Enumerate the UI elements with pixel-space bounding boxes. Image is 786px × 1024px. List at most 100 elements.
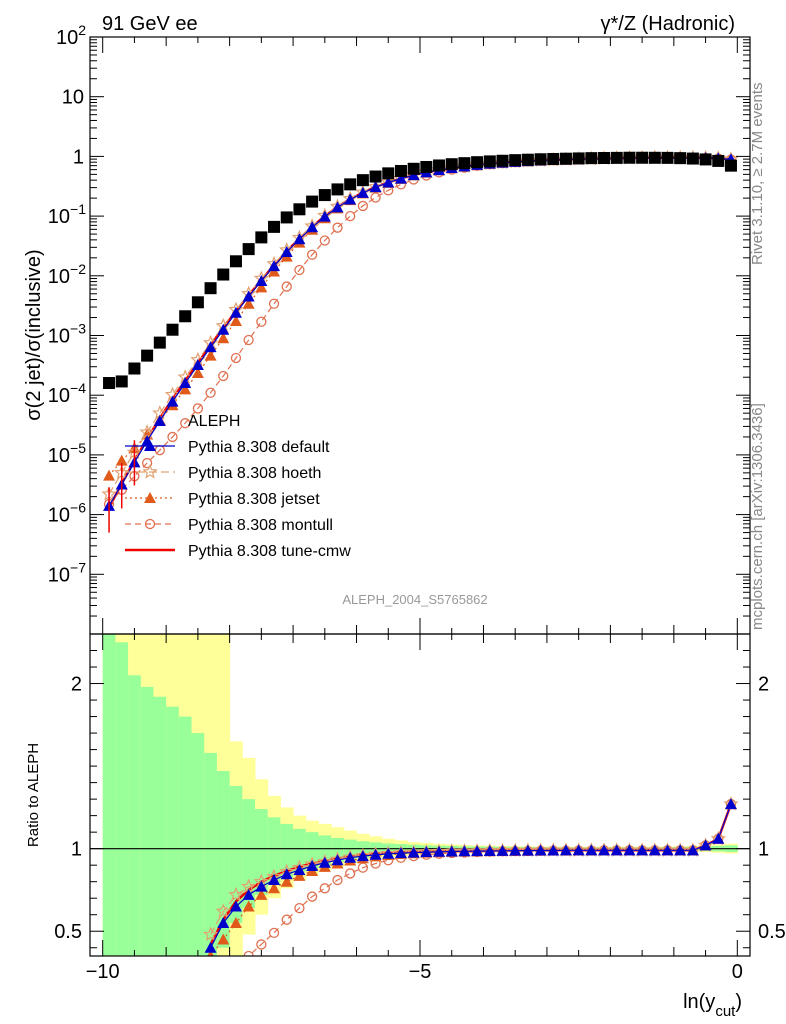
band-inner-bin: [115, 642, 129, 956]
ratio-y-axis-label: Ratio to ALEPH: [25, 743, 42, 847]
main-point-aleph: [141, 349, 154, 362]
ratio-point: [345, 868, 356, 879]
ratio-point: [281, 914, 292, 925]
main-point-aleph: [686, 152, 699, 165]
band-inner-bin: [178, 716, 193, 956]
ratio-point: [369, 848, 382, 860]
ratio-point: [242, 900, 255, 912]
main-point: [179, 383, 192, 395]
main-point-aleph: [153, 336, 166, 349]
band-inner-bin: [128, 675, 142, 956]
ratio-point: [202, 926, 219, 942]
main-point-aleph: [115, 375, 128, 388]
main-point-aleph: [318, 189, 331, 202]
ratio-point: [215, 903, 231, 918]
main-point: [204, 349, 217, 361]
main-point-aleph: [471, 156, 484, 169]
ratio-point: [229, 900, 242, 912]
main-point-aleph: [648, 151, 661, 164]
ratio-point: [280, 875, 293, 887]
main-point-aleph: [268, 220, 281, 233]
x-axis-label: ln(ycut): [683, 991, 742, 1020]
band-inner-bin: [166, 706, 180, 956]
ratio-point: [534, 844, 547, 856]
band-inner-bin: [305, 832, 319, 869]
ratio-point: [243, 950, 254, 956]
main-point: [217, 323, 230, 335]
main-point: [369, 181, 382, 193]
main-point: [166, 395, 179, 407]
main-point: [192, 403, 204, 414]
analysis-id-label: ALEPH_2004_S5765862: [342, 592, 487, 607]
band-inner-bin: [293, 828, 307, 872]
ratio-point: [268, 927, 280, 939]
ratio-y-tick-label: 2: [71, 674, 82, 696]
main-point: [191, 359, 204, 371]
ratio-point: [294, 902, 305, 914]
main-plot-marks: [101, 149, 739, 533]
main-point: [382, 176, 395, 188]
legend-label: Pythia 8.308 jetset: [188, 491, 320, 508]
main-point-aleph: [610, 151, 623, 164]
main-point: [331, 201, 344, 213]
ratio-y-tick-label: 1: [71, 839, 82, 861]
main-point: [179, 377, 192, 389]
ratio-point: [610, 844, 623, 856]
legend-marker: [144, 440, 156, 451]
band-inner-bin: [229, 785, 243, 923]
main-point: [139, 424, 155, 439]
main-point-aleph: [191, 296, 204, 309]
main-point-aleph: [458, 157, 471, 170]
legend-label: Pythia 8.308 default: [188, 439, 330, 456]
main-point-aleph: [331, 183, 344, 196]
main-point: [344, 193, 357, 205]
main-point: [115, 454, 128, 466]
band-inner-bin: [102, 634, 116, 956]
ratio-point: [255, 888, 268, 900]
band-inner-bin: [204, 752, 218, 956]
ratio-y-tick-label-right: 0.5: [758, 921, 786, 943]
main-y-tick-label: 10−3: [48, 321, 86, 348]
main-point: [345, 210, 356, 222]
main-y-tick-label: 10−1: [48, 201, 86, 228]
main-point: [306, 221, 319, 233]
ratio-point: [293, 869, 306, 881]
ratio-point: [280, 868, 293, 880]
main-point: [357, 200, 369, 212]
main-point-aleph: [293, 203, 306, 216]
main-point: [255, 281, 268, 293]
ratio-point: [394, 847, 407, 859]
main-y-tick-label: 10: [62, 87, 84, 109]
main-point-aleph: [217, 268, 230, 281]
ratio-point: [559, 844, 572, 856]
band-inner-bin: [153, 696, 167, 956]
main-point: [242, 297, 255, 309]
ratio-point: [598, 844, 611, 856]
band-inner-bin: [280, 823, 294, 879]
main-point-aleph: [445, 158, 458, 171]
ratio-point: [509, 844, 522, 856]
main-point: [191, 367, 204, 379]
ratio-point: [318, 856, 331, 868]
ratio-point: [255, 880, 268, 892]
ratio-point: [344, 851, 357, 863]
main-y-tick-label: 10−4: [48, 380, 86, 407]
main-point-aleph: [306, 195, 319, 208]
main-point-aleph: [674, 152, 687, 165]
legend-marker: [144, 518, 156, 530]
ratio-point: [636, 844, 649, 856]
main-point-aleph: [598, 152, 611, 165]
main-y-tick-label: 1: [73, 146, 84, 168]
band-inner-bin: [318, 835, 332, 866]
ratio-point: [471, 845, 484, 857]
ratio-plot-marks: [90, 796, 750, 956]
legend-label: ALEPH: [188, 413, 240, 430]
x-tick-label: 0: [732, 961, 743, 983]
ratio-y-tick-label: 0.5: [54, 921, 82, 943]
main-point-aleph: [496, 154, 509, 167]
ratio-point: [256, 939, 267, 950]
ratio-point: [332, 874, 343, 886]
ratio-point: [623, 844, 636, 856]
main-point: [229, 306, 242, 318]
main-point-aleph: [699, 153, 712, 166]
